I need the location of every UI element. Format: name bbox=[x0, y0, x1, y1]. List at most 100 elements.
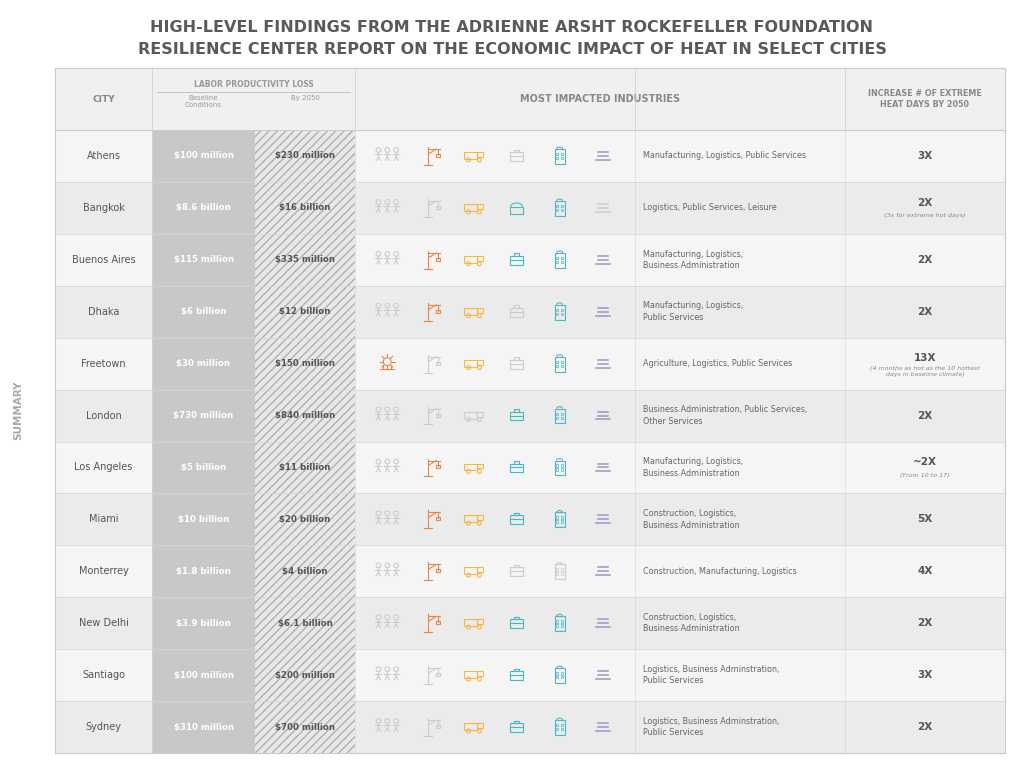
Bar bbox=[556, 568, 558, 571]
Bar bbox=[556, 516, 558, 518]
Bar bbox=[464, 412, 477, 419]
Bar bbox=[510, 207, 523, 214]
Text: $11 billion: $11 billion bbox=[280, 463, 331, 472]
Bar bbox=[255, 701, 355, 753]
Bar bbox=[464, 256, 477, 263]
Text: $3.9 billion: $3.9 billion bbox=[176, 619, 230, 627]
Bar bbox=[255, 598, 355, 649]
Text: $1.8 billion: $1.8 billion bbox=[176, 567, 230, 576]
Bar bbox=[561, 728, 563, 730]
Bar bbox=[555, 305, 564, 319]
Bar bbox=[556, 468, 558, 471]
Bar bbox=[561, 205, 563, 207]
Text: Santiago: Santiago bbox=[82, 670, 125, 680]
Text: INCREASE # OF EXTREME
HEAT DAYS BY 2050: INCREASE # OF EXTREME HEAT DAYS BY 2050 bbox=[868, 89, 982, 109]
Text: ~2X: ~2X bbox=[913, 457, 937, 467]
Bar bbox=[561, 676, 563, 678]
Bar bbox=[556, 416, 558, 419]
Text: Buenos Aires: Buenos Aires bbox=[72, 255, 135, 265]
Text: (3x for extreme hot days): (3x for extreme hot days) bbox=[885, 214, 966, 218]
Bar bbox=[436, 310, 440, 313]
Bar bbox=[55, 286, 1005, 338]
Bar bbox=[556, 521, 558, 523]
Bar bbox=[255, 649, 355, 701]
Text: Miami: Miami bbox=[89, 515, 118, 525]
Text: 13X: 13X bbox=[913, 353, 936, 363]
Bar bbox=[55, 233, 1005, 286]
Text: $200 million: $200 million bbox=[275, 670, 335, 680]
Text: Los Angeles: Los Angeles bbox=[75, 462, 133, 472]
Bar bbox=[55, 493, 1005, 545]
Text: Construction, Logistics,
Business Administration: Construction, Logistics, Business Admini… bbox=[643, 509, 739, 530]
Bar bbox=[510, 671, 523, 680]
Text: Monterrey: Monterrey bbox=[79, 566, 128, 576]
Bar bbox=[152, 389, 255, 442]
Bar bbox=[464, 152, 477, 159]
Text: London: London bbox=[86, 411, 122, 421]
Bar bbox=[152, 233, 255, 286]
Bar bbox=[436, 362, 440, 365]
Bar bbox=[555, 616, 564, 631]
Text: $20 billion: $20 billion bbox=[280, 515, 331, 524]
Bar bbox=[510, 515, 523, 525]
Text: (4 months as hot as the 10 hottest
days in baseline climate): (4 months as hot as the 10 hottest days … bbox=[870, 366, 980, 377]
Text: 3X: 3X bbox=[918, 151, 933, 161]
Bar bbox=[556, 313, 558, 315]
Bar bbox=[152, 286, 255, 338]
Text: 2X: 2X bbox=[918, 618, 933, 628]
Bar bbox=[555, 356, 564, 372]
Bar bbox=[561, 568, 563, 571]
Bar bbox=[555, 409, 564, 423]
Bar bbox=[514, 357, 519, 359]
Bar bbox=[436, 621, 440, 624]
Bar bbox=[561, 672, 563, 674]
Bar bbox=[255, 338, 355, 389]
Bar bbox=[555, 461, 564, 475]
Bar bbox=[436, 154, 440, 157]
Bar bbox=[255, 182, 355, 233]
Bar bbox=[436, 206, 440, 209]
Bar bbox=[556, 209, 558, 211]
Bar bbox=[55, 545, 1005, 598]
Bar bbox=[152, 130, 255, 182]
Bar bbox=[55, 598, 1005, 649]
Bar bbox=[477, 308, 483, 313]
Bar bbox=[561, 465, 563, 467]
Bar bbox=[255, 493, 355, 545]
Bar bbox=[477, 464, 483, 468]
Bar bbox=[510, 412, 523, 420]
Bar bbox=[464, 723, 477, 730]
Bar bbox=[514, 565, 519, 568]
Text: MOST IMPACTED INDUSTRIES: MOST IMPACTED INDUSTRIES bbox=[520, 94, 680, 104]
Bar bbox=[477, 256, 483, 261]
Bar bbox=[510, 308, 523, 316]
Text: $10 billion: $10 billion bbox=[178, 515, 229, 524]
Bar bbox=[556, 621, 558, 623]
Bar bbox=[510, 359, 523, 369]
Bar bbox=[255, 233, 355, 286]
Bar bbox=[152, 545, 255, 598]
Text: $310 million: $310 million bbox=[173, 723, 233, 732]
Bar bbox=[477, 359, 483, 365]
Text: Baseline
Conditions: Baseline Conditions bbox=[185, 95, 222, 108]
Bar bbox=[514, 669, 519, 671]
Bar bbox=[477, 515, 483, 521]
Text: Dhaka: Dhaka bbox=[88, 306, 119, 316]
Bar bbox=[561, 313, 563, 315]
Text: Sydney: Sydney bbox=[85, 722, 122, 732]
Bar bbox=[510, 723, 523, 732]
Text: $335 million: $335 million bbox=[275, 255, 335, 264]
Text: Logistics, Business Adminstration,
Public Services: Logistics, Business Adminstration, Publi… bbox=[643, 717, 779, 737]
Bar bbox=[510, 256, 523, 265]
Bar bbox=[55, 701, 1005, 753]
Bar bbox=[436, 465, 440, 468]
Text: (From 10 to 17): (From 10 to 17) bbox=[900, 473, 950, 478]
Bar bbox=[477, 568, 483, 572]
Text: Construction, Logistics,
Business Administration: Construction, Logistics, Business Admini… bbox=[643, 613, 739, 634]
Bar bbox=[555, 512, 564, 528]
Bar bbox=[152, 649, 255, 701]
Bar bbox=[561, 157, 563, 159]
Bar bbox=[464, 619, 477, 626]
Text: 3X: 3X bbox=[918, 670, 933, 680]
Bar bbox=[514, 617, 519, 619]
